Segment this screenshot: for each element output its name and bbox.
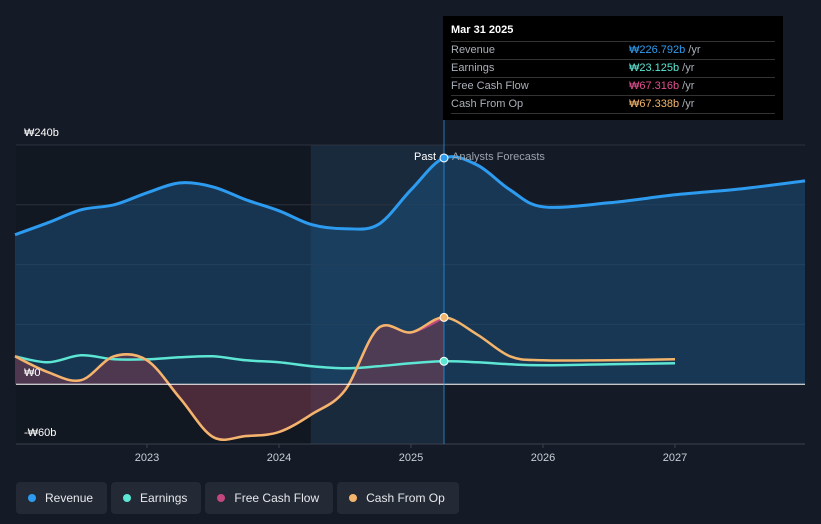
- y-tick-label: -₩60b: [24, 427, 56, 439]
- revenue-area: [15, 156, 805, 385]
- legend-label: Cash From Op: [366, 491, 445, 505]
- revenue-line: [14, 155, 806, 237]
- legend-dot-icon: [349, 494, 358, 502]
- tooltip-value: ₩23.125b: [629, 62, 680, 74]
- tooltip-value: ₩226.792b: [629, 44, 686, 56]
- legend-label: Earnings: [140, 491, 188, 505]
- tooltip-value: ₩67.316b: [629, 80, 680, 92]
- tooltip-value: ₩67.338b: [629, 98, 680, 110]
- legend-label: Free Cash Flow: [234, 491, 320, 505]
- cash-from-op-marker: [439, 312, 449, 322]
- tooltip-unit: /yr: [688, 44, 701, 56]
- tooltip-row-cash-from-op: Cash From Op ₩67.338b /yr: [451, 96, 775, 114]
- revenue-marker: [439, 153, 449, 163]
- y-tick-label: ₩240b: [24, 127, 59, 139]
- tooltip-row-earnings: Earnings ₩23.125b /yr: [451, 60, 775, 78]
- cash-from-op-line: [14, 316, 676, 441]
- x-tick-label: 2026: [531, 452, 555, 464]
- legend-dot-icon: [28, 494, 36, 502]
- tooltip-unit: /yr: [682, 80, 695, 92]
- legend-item-cash-from-op[interactable]: Cash From Op: [337, 482, 459, 514]
- legend-item-earnings[interactable]: Earnings: [111, 482, 202, 514]
- cash-area: [15, 317, 444, 440]
- x-tick-label: 2024: [267, 452, 291, 464]
- tooltip-unit: /yr: [682, 62, 695, 74]
- legend-item-free-cash-flow[interactable]: Free Cash Flow: [205, 482, 334, 514]
- y-tick-label: ₩0: [24, 367, 41, 379]
- earnings-line: [14, 354, 676, 370]
- forecast-label: Analysts Forecasts: [452, 151, 545, 163]
- earnings-marker: [439, 356, 449, 366]
- chart-legend: Revenue Earnings Free Cash Flow Cash Fro…: [16, 482, 463, 516]
- x-tick-label: 2025: [399, 452, 423, 464]
- tooltip-row-revenue: Revenue ₩226.792b /yr: [451, 42, 775, 60]
- legend-label: Revenue: [45, 491, 94, 505]
- legend-dot-icon: [217, 494, 226, 502]
- x-tick-label: 2023: [135, 452, 159, 464]
- tooltip-unit: /yr: [682, 98, 695, 110]
- tooltip-row-free-cash-flow: Free Cash Flow ₩67.316b /yr: [451, 78, 775, 96]
- past-label: Past: [414, 151, 436, 163]
- tooltip-label: Cash From Op: [451, 98, 524, 110]
- legend-item-revenue[interactable]: Revenue: [16, 482, 108, 514]
- legend-dot-icon: [123, 494, 132, 502]
- x-tick-label: 2027: [663, 452, 687, 464]
- tooltip-label: Revenue: [451, 44, 496, 56]
- data-tooltip: Mar 31 2025 Revenue ₩226.792b /yr Earnin…: [443, 16, 783, 120]
- tooltip-label: Free Cash Flow: [451, 80, 529, 92]
- tooltip-label: Earnings: [451, 62, 495, 74]
- tooltip-date: Mar 31 2025: [451, 24, 775, 42]
